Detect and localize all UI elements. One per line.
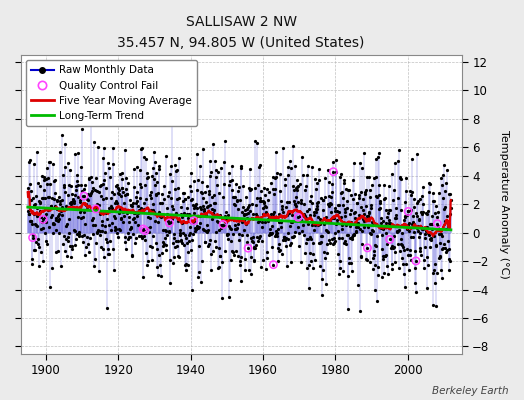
Title: SALLISAW 2 NW
35.457 N, 94.805 W (United States): SALLISAW 2 NW 35.457 N, 94.805 W (United… [117, 15, 365, 50]
Point [269, 262, 278, 268]
Point [433, 220, 442, 227]
Point [139, 226, 147, 232]
Point [386, 236, 394, 242]
Point [244, 245, 252, 251]
Point [190, 218, 198, 224]
Point [39, 216, 47, 223]
Point [92, 206, 100, 212]
Point [28, 234, 37, 241]
Point [329, 168, 337, 175]
Point [219, 221, 227, 228]
Point [80, 193, 88, 199]
Point [363, 245, 372, 251]
Point [141, 228, 149, 234]
Text: Berkeley Earth: Berkeley Earth [432, 386, 508, 396]
Point [412, 258, 420, 264]
Point [404, 208, 412, 215]
Point [294, 214, 302, 220]
Legend: Raw Monthly Data, Quality Control Fail, Five Year Moving Average, Long-Term Tren: Raw Monthly Data, Quality Control Fail, … [26, 60, 197, 126]
Y-axis label: Temperature Anomaly (°C): Temperature Anomaly (°C) [499, 130, 509, 279]
Point [165, 220, 173, 226]
